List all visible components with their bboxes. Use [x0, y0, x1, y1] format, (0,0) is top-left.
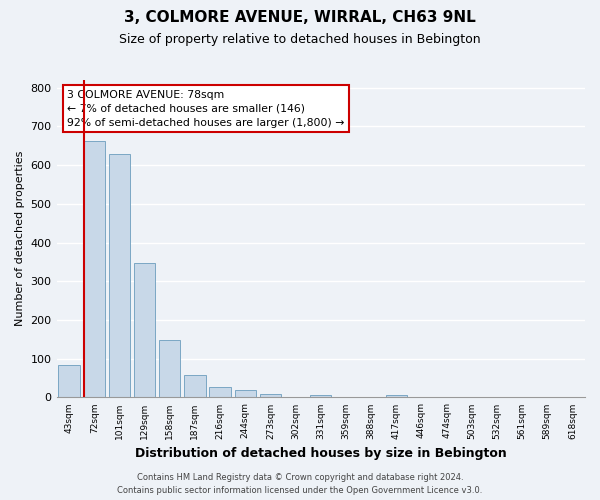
- Bar: [260, 394, 281, 398]
- Bar: [209, 388, 231, 398]
- Bar: [235, 390, 256, 398]
- Text: Contains HM Land Registry data © Crown copyright and database right 2024.
Contai: Contains HM Land Registry data © Crown c…: [118, 474, 482, 495]
- Bar: [184, 376, 206, 398]
- Bar: [134, 262, 155, 398]
- Text: 3, COLMORE AVENUE, WIRRAL, CH63 9NL: 3, COLMORE AVENUE, WIRRAL, CH63 9NL: [124, 10, 476, 25]
- Bar: [83, 141, 105, 398]
- Bar: [109, 154, 130, 398]
- Text: 3 COLMORE AVENUE: 78sqm
← 7% of detached houses are smaller (146)
92% of semi-de: 3 COLMORE AVENUE: 78sqm ← 7% of detached…: [67, 90, 344, 128]
- X-axis label: Distribution of detached houses by size in Bebington: Distribution of detached houses by size …: [135, 447, 506, 460]
- Bar: [58, 366, 80, 398]
- Text: Size of property relative to detached houses in Bebington: Size of property relative to detached ho…: [119, 32, 481, 46]
- Bar: [386, 395, 407, 398]
- Bar: [310, 394, 331, 398]
- Bar: [159, 340, 181, 398]
- Y-axis label: Number of detached properties: Number of detached properties: [15, 151, 25, 326]
